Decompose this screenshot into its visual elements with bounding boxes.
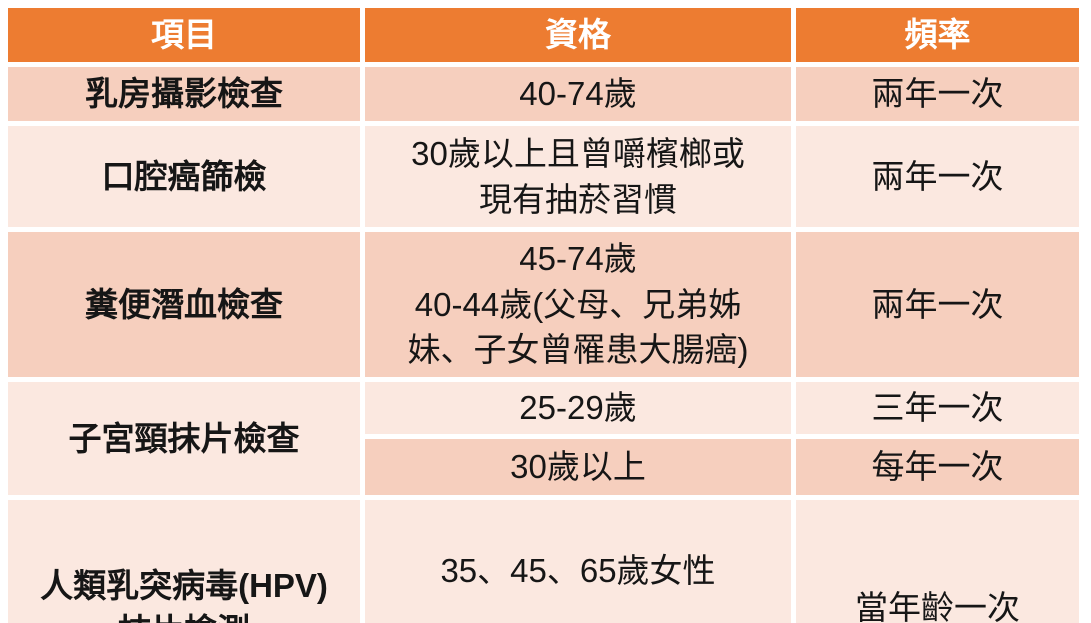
qualification-main-text: 35、45、65歲女性 (440, 551, 716, 589)
qualification-cell: 45-74歲 40-44歲(父母、兄弟姊 妹、子女曾罹患大腸癌) (365, 232, 791, 377)
frequency-cell: 兩年一次 (796, 232, 1079, 377)
item-cell: 乳房攝影檢查 (8, 67, 360, 121)
table-row-hpv-test: 人類乳突病毒(HPV) 抹片檢測 35、45、65歲女性 (80年次、70年次、… (8, 500, 1079, 623)
item-cell: 人類乳突病毒(HPV) 抹片檢測 (8, 500, 360, 623)
item-cell: 子宮頸抹片檢查 (8, 382, 360, 495)
frequency-cell: 兩年一次 (796, 126, 1079, 227)
table-row-pap-smear-30plus: 30歲以上 每年一次 (8, 439, 1079, 495)
qualification-cell: 30歲以上且曾嚼檳榔或 現有抽菸習慣 (365, 126, 791, 227)
frequency-cell: 三年一次 (796, 382, 1079, 434)
table-row-oral-cancer: 口腔癌篩檢 30歲以上且曾嚼檳榔或 現有抽菸習慣 兩年一次 (8, 126, 1079, 227)
qualification-cell: 35、45、65歲女性 (80年次、70年次、50年次) (365, 500, 791, 623)
header-frequency: 頻率 (796, 8, 1079, 62)
table-row-fecal-occult-blood: 糞便潛血檢查 45-74歲 40-44歲(父母、兄弟姊 妹、子女曾罹患大腸癌) … (8, 232, 1079, 377)
header-item: 項目 (8, 8, 360, 62)
item-cell: 糞便潛血檢查 (8, 232, 360, 377)
table-row-pap-smear-25-29: 子宮頸抹片檢查 25-29歲 三年一次 (8, 382, 1079, 495)
header-row: 項目 資格 頻率 (8, 8, 1079, 62)
frequency-cell: 當年齡一次 (796, 500, 1079, 623)
frequency-cell: 兩年一次 (796, 67, 1079, 121)
qualification-cell: 40-74歲 (365, 67, 791, 121)
qualification-cell: 30歲以上 (365, 439, 791, 495)
item-cell: 口腔癌篩檢 (8, 126, 360, 227)
cancer-screening-table: 項目 資格 頻率 乳房攝影檢查 40-74歲 兩年一次 口腔癌篩檢 30歲以上且… (3, 3, 1084, 623)
frequency-cell: 每年一次 (796, 439, 1079, 495)
header-qualification: 資格 (365, 8, 791, 62)
qualification-cell: 25-29歲 (365, 382, 791, 434)
table-row-mammography: 乳房攝影檢查 40-74歲 兩年一次 (8, 67, 1079, 121)
